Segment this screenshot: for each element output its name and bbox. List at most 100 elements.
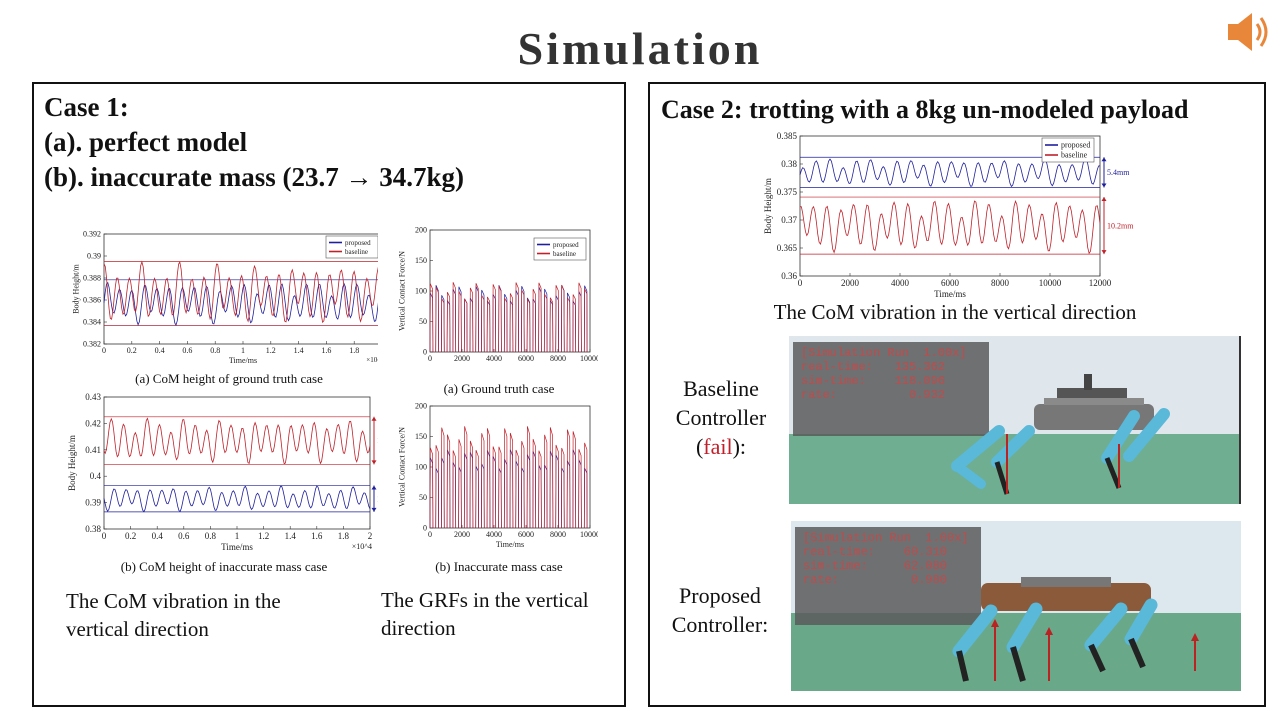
caption-com-inaccurate-mass: (b) CoM height of inaccurate mass case <box>120 559 328 574</box>
case1-heading-line: (a). perfect model <box>44 127 248 157</box>
proposed-controller-label: Proposed Controller: <box>660 581 780 639</box>
legend <box>533 237 587 261</box>
caption-com-ground-truth: (a) CoM height of ground truth case <box>135 371 323 386</box>
sim-baseline-frame[interactable]: [Simulation Run 1.00x] real-time: 135.36… <box>789 336 1241 504</box>
y-tick-label: 50 <box>419 317 427 326</box>
arrow-head <box>371 507 377 512</box>
caption-case2: The CoM vibration in the vertical direct… <box>773 300 1137 324</box>
legend-label: proposed <box>345 239 371 247</box>
x-tick-label: 0 <box>428 530 432 539</box>
series-line-baseline <box>103 417 371 465</box>
plot-area: 00.20.40.60.811.21.41.61.820.3820.3840.3… <box>71 230 378 365</box>
y-tick-label: 0 <box>423 348 427 357</box>
label-line: Baseline <box>683 376 759 401</box>
arrow-head <box>1101 250 1107 255</box>
x-tick-label: 8000 <box>550 354 566 363</box>
y-tick-label: 200 <box>415 402 427 411</box>
x-tick-label: 0.4 <box>155 346 165 355</box>
arrow-head <box>1101 197 1107 202</box>
x-tick-label: 8000 <box>991 278 1010 288</box>
x-tick-label: 0.6 <box>178 531 190 541</box>
x-tick-label: 0.8 <box>210 346 220 355</box>
x-axis-label: Time/ms <box>229 356 257 365</box>
x-tick-label: 10000 <box>1039 278 1062 288</box>
caption-grf-inaccurate-mass: (b) Inaccurate mass case <box>435 559 563 574</box>
y-axis-label: Vertical Contact Force/N <box>398 427 406 507</box>
series-line-proposed <box>103 485 371 513</box>
y-tick-label: 0.39 <box>87 252 101 261</box>
label-line: Controller <box>675 405 767 430</box>
text-line: vertical direction <box>66 617 209 641</box>
y-tick-label: 0.375 <box>777 187 798 197</box>
x-tick-label: 2000 <box>454 530 470 539</box>
x-axis-label: Time/ms <box>496 540 524 549</box>
annotation-label: 10.4mm <box>377 494 378 503</box>
sim-proposed-frame[interactable]: [Simulation Run 1.00x] real-time: 60.310… <box>791 521 1241 691</box>
y-tick-label: 0.42 <box>85 418 101 428</box>
text-com-vibration: The CoM vibration in the vertical direct… <box>66 587 281 643</box>
x-tick-label: 0.8 <box>205 531 217 541</box>
x-axis-label: Time/ms <box>221 542 253 552</box>
x-tick-label: 12000 <box>1089 278 1112 288</box>
y-tick-label: 0.388 <box>83 274 101 283</box>
case1-heading: Case 1: (a). perfect model (b). inaccura… <box>44 90 464 195</box>
legend-label: proposed <box>553 241 579 249</box>
x-tick-label: 0 <box>102 531 107 541</box>
sim-hud-proposed: [Simulation Run 1.00x] real-time: 60.310… <box>795 527 981 625</box>
chart-com-ground-truth: 00.20.40.60.811.21.41.61.820.3820.3840.3… <box>71 230 378 365</box>
chart-com-inaccurate-mass: 0 0.2 0.4 0.6 0.8 1 1.2 1.4 1.6 1.8 2 0.38 0.39 0.4 0.… <box>67 392 378 552</box>
page-title: Simulation <box>517 23 763 74</box>
label-paren: ): <box>732 434 747 459</box>
x-tick-label: 0 <box>798 278 803 288</box>
y-axis-label: Vertical Contact Force/N <box>398 251 406 331</box>
annotation-label: 18.6mm <box>377 436 378 445</box>
x-tick-label: 1.4 <box>285 531 297 541</box>
x-tick-label: 6000 <box>941 278 960 288</box>
plot-frame <box>103 396 371 530</box>
x-tick-label: 6000 <box>518 354 534 363</box>
y-axis-label: Body Height/m <box>67 435 77 491</box>
x-tick-label: 6000 <box>518 530 534 539</box>
y-tick-label: 0.39 <box>85 498 101 508</box>
x-tick-label: 1.2 <box>258 531 269 541</box>
arrow-head <box>371 416 377 421</box>
x-tick-label: 10000 <box>580 530 598 539</box>
x-tick-label: 4000 <box>486 530 502 539</box>
case1-panel: Case 1: (a). perfect model (b). inaccura… <box>32 82 626 707</box>
legend <box>325 235 378 259</box>
series-line-baseline <box>429 426 588 529</box>
y-tick-label: 0.4 <box>90 471 102 481</box>
arrow-head <box>371 485 377 490</box>
y-tick-label: 0.37 <box>781 215 797 225</box>
caption-grf-ground-truth: (a) Ground truth case <box>443 381 555 396</box>
fail-word: fail <box>703 434 733 459</box>
plot-area: 0 2000 4000 6000 8000 10000 12000 0.36 0.365 0.37… <box>763 131 1134 299</box>
label-paren: ( <box>695 434 704 459</box>
x-tick-label: 1 <box>235 531 240 541</box>
legend-label: baseline <box>553 250 576 258</box>
annotation-label: 10.2mm <box>1107 221 1134 230</box>
x-tick-label: 1.8 <box>338 531 350 541</box>
case1-heading-line: Case 1: <box>44 92 129 122</box>
x-tick-label: 2 <box>368 531 373 541</box>
x-tick-label: 0 <box>102 346 106 355</box>
legend <box>1041 137 1095 163</box>
legend-label: proposed <box>1061 141 1090 150</box>
x-tick-label: 0 <box>428 354 432 363</box>
sim-hud-baseline: [Simulation Run 1.00x] real-time: 135.36… <box>793 342 989 436</box>
y-tick-label: 0.365 <box>777 243 798 253</box>
arrow-head <box>371 460 377 465</box>
baseline-controller-label: Baseline Controller (fail): <box>666 374 776 461</box>
text-grf-vertical: The GRFs in the vertical direction <box>381 586 589 642</box>
y-axis-label: Body Height/m <box>763 178 773 234</box>
speaker-icon[interactable] <box>1226 10 1272 54</box>
x-axis-label: Time/ms <box>934 289 966 299</box>
series-line-baseline <box>429 282 588 353</box>
plot-area: 0 0.2 0.4 0.6 0.8 1 1.2 1.4 1.6 1.8 2 0.38 0.39 0.4 0.… <box>67 392 378 552</box>
y-tick-label: 100 <box>415 463 427 472</box>
text-line: The GRFs in the vertical <box>381 588 589 612</box>
x-tick-label: 1.6 <box>311 531 323 541</box>
arrow-head <box>1101 157 1107 162</box>
legend-label: baseline <box>1061 151 1088 160</box>
y-tick-label: 150 <box>415 432 427 441</box>
